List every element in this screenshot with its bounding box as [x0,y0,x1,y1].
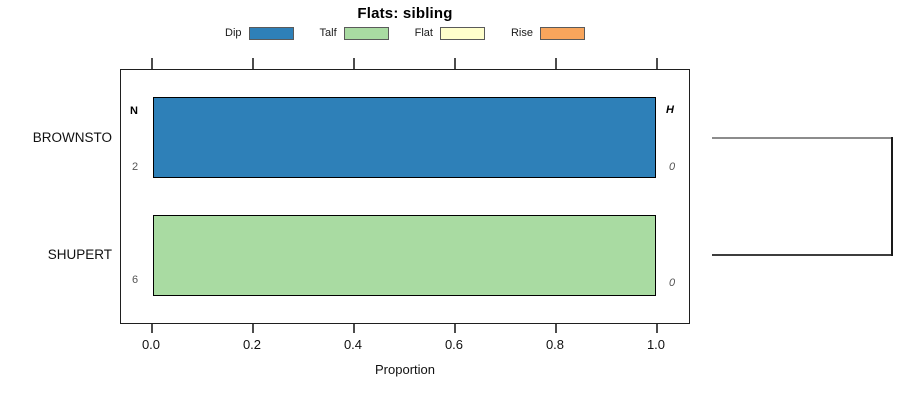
bar-shupert-talf [153,215,656,296]
legend-swatch-dip [248,26,294,40]
legend-label-rise: Rise [510,27,533,39]
bar-brownsto-dip [153,97,656,178]
legend-item-flat: Flat [414,26,485,40]
axis-tick-top-1.0 [656,58,658,69]
legend-label-talf: Talf [319,27,337,39]
axis-tick-bottom-0.6 [454,324,456,333]
legend-label-dip: Dip [225,27,242,39]
legend-item-talf: Talf [319,26,389,40]
legend-label-flat: Flat [414,27,433,39]
n-value-shupert: 6 [132,274,139,286]
h-value-brownsto: 0 [669,161,676,173]
category-label-shupert: SHUPERT [47,247,112,262]
legend-swatch-flat [439,26,485,40]
col-header-n: N [130,105,138,117]
x-tick-label: 0.2 [242,337,262,352]
x-tick-label: 1.0 [646,337,666,352]
dendrogram-join-line [891,137,893,256]
legend-swatch-talf [343,26,389,40]
category-label-brownsto: BROWNSTO [32,130,112,145]
axis-tick-top-0.6 [454,58,456,69]
x-axis-label: Proportion [375,362,435,377]
legend: Dip Talf Flat Rise [120,24,690,42]
axis-tick-bottom-0.8 [555,324,557,333]
h-value-shupert: 0 [669,277,676,289]
axis-tick-top-0.8 [555,58,557,69]
axis-tick-top-0.2 [252,58,254,69]
legend-swatch-rise [540,26,585,40]
axis-tick-top-0.4 [353,58,355,69]
chart-title: Flats: sibling [357,5,453,22]
x-tick-label: 0.0 [141,337,161,352]
x-tick-label: 0.8 [545,337,565,352]
legend-item-dip: Dip [225,26,294,40]
axis-tick-bottom-0.2 [252,324,254,333]
axis-tick-bottom-1.0 [656,324,658,333]
dendrogram-branch-brownsto [712,137,893,139]
axis-tick-bottom-0.4 [353,324,355,333]
axis-tick-bottom-0.0 [151,324,153,333]
dendrogram-branch-shupert [712,254,893,256]
x-tick-label: 0.4 [343,337,363,352]
legend-item-rise: Rise [510,26,585,40]
n-value-brownsto: 2 [132,161,139,173]
x-tick-label: 0.6 [444,337,464,352]
axis-tick-top-0.0 [151,58,153,69]
col-header-h: H [666,104,674,116]
